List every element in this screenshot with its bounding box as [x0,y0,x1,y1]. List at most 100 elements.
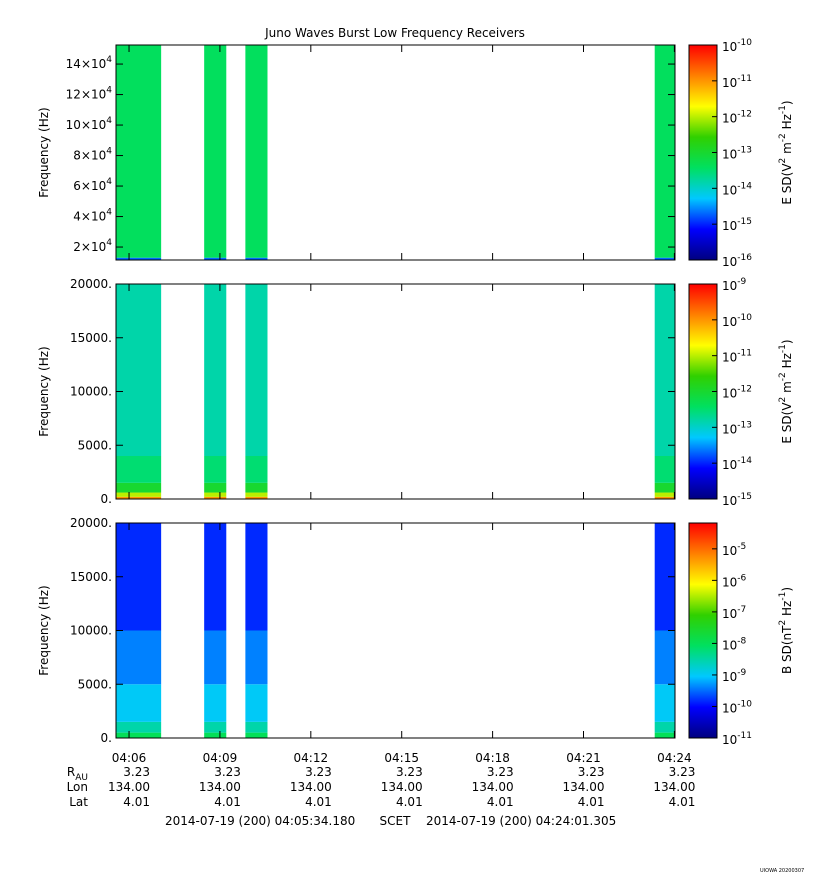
spectral-band [204,523,227,631]
ephemeris-value: 134.00 [199,780,241,794]
y-axis-label: Frequency (Hz) [37,585,51,676]
colorbar-label: E SD(V2 m-2 Hz-1) [778,100,794,204]
y-tick-label: 15000. [70,330,112,344]
y-tick-label: 0. [101,492,112,506]
x-tick-label: 04:15 [384,751,419,765]
x-tick-label: 04:24 [657,751,692,765]
colorbar-tick-label: 10-16 [722,253,752,269]
colorbar-tick-label: 10-11 [722,731,752,747]
ephemeris-value: 134.00 [472,780,514,794]
colorbar-tick-label: 10-15 [722,217,752,233]
colorbar-tick-label: 10-7 [722,604,746,620]
spectral-band [654,684,675,722]
spectral-band [116,496,162,499]
colorbar-tick-label: 10-9 [722,667,747,683]
spectral-band [116,482,162,493]
spectral-band [116,257,162,260]
spectral-band [245,630,268,685]
spectral-band [204,684,227,722]
y-tick-label: 12×104 [66,85,113,101]
spectral-band [654,492,675,497]
spectral-band [116,45,162,258]
ephemeris-value: 4.01 [305,795,332,809]
spectral-band [204,45,227,258]
colorbar-tick-label: 10-14 [722,456,752,472]
plot-frame [115,283,676,500]
y-tick-label: 2×104 [73,238,112,254]
footer-start: 2014-07-19 (200) 04:05:34.180 [165,814,355,828]
spectral-band [245,482,268,493]
ephemeris-value: 3.23 [578,765,605,779]
ephemeris-value: 134.00 [653,780,695,794]
spectral-band [245,684,268,722]
spectral-band [116,456,162,483]
ephemeris-value: 3.23 [214,765,241,779]
ephemeris-label: Lat [69,795,88,809]
colorbar-tick-label: 10-14 [722,181,752,197]
spectral-band [116,732,162,738]
colorbar-tick-label: 10-13 [722,145,752,161]
y-tick-label: 5000. [78,677,112,691]
spectral-band [245,456,268,483]
y-tick-label: 14×104 [66,55,113,71]
y-axis-label: Frequency (Hz) [37,107,51,198]
colorbar-label: B SD(nT2 Hz-1) [778,587,794,674]
colorbar-label: E SD(V2 m-2 Hz-1) [778,339,794,443]
spectral-band [116,523,162,631]
spectral-band [204,482,227,493]
spectral-band [245,257,268,260]
ephemeris-value: 3.23 [669,765,696,779]
colorbar-tick-label: 10-10 [722,312,752,328]
y-tick-label: 20000. [70,277,112,291]
spectral-band [204,496,227,499]
ephemeris-value: 3.23 [487,765,514,779]
y-tick-label: 5000. [78,438,112,452]
ephemeris-value: 4.01 [214,795,241,809]
y-tick-label: 20000. [70,516,112,530]
colorbar-tick-label: 10-10 [722,699,752,715]
footer-end: 2014-07-19 (200) 04:24:01.305 [426,814,616,828]
spectral-band [204,456,227,483]
ephemeris-value: 3.23 [123,765,150,779]
spectral-band [245,45,268,258]
colorbar-tick-label: 10-11 [722,73,752,89]
spectral-band [245,721,268,733]
spectral-band [245,732,268,738]
y-tick-label: 10000. [70,623,112,637]
spectral-band [116,492,162,497]
spectral-band [204,721,227,733]
spectral-band [654,257,675,260]
ephemeris-value: 4.01 [487,795,514,809]
colorbar-tick-label: 10-11 [722,348,752,364]
spectral-band [116,630,162,685]
x-tick-label: 04:18 [475,751,510,765]
spectral-band [116,684,162,722]
spectral-band [204,732,227,738]
ephemeris-value: 3.23 [396,765,423,779]
colorbar-tick-label: 10-6 [722,573,747,589]
colorbar-tick-label: 10-15 [722,492,752,508]
colorbar [688,522,718,739]
spectral-band [654,496,675,499]
y-tick-label: 8×104 [73,146,112,162]
spectral-band [654,482,675,493]
x-tick-label: 04:09 [203,751,238,765]
colorbar-tick-label: 10-9 [722,277,747,293]
ephemeris-value: 4.01 [669,795,696,809]
footer-frame: SCET [380,814,412,828]
spectral-band [204,492,227,497]
spectral-band [654,630,675,685]
ephemeris-value: 4.01 [123,795,150,809]
spectral-band [245,492,268,497]
spectral-band [654,456,675,483]
y-tick-label: 4×104 [73,207,112,223]
spectral-band [245,496,268,499]
spectral-band [204,630,227,685]
stamp: UIOWA 20200307 [760,868,804,874]
y-tick-label: 6×104 [73,177,112,193]
spectral-band [116,284,162,456]
colorbar-tick-label: 10-10 [722,38,752,54]
ephemeris-value: 134.00 [562,780,604,794]
plot-frame [115,522,676,739]
